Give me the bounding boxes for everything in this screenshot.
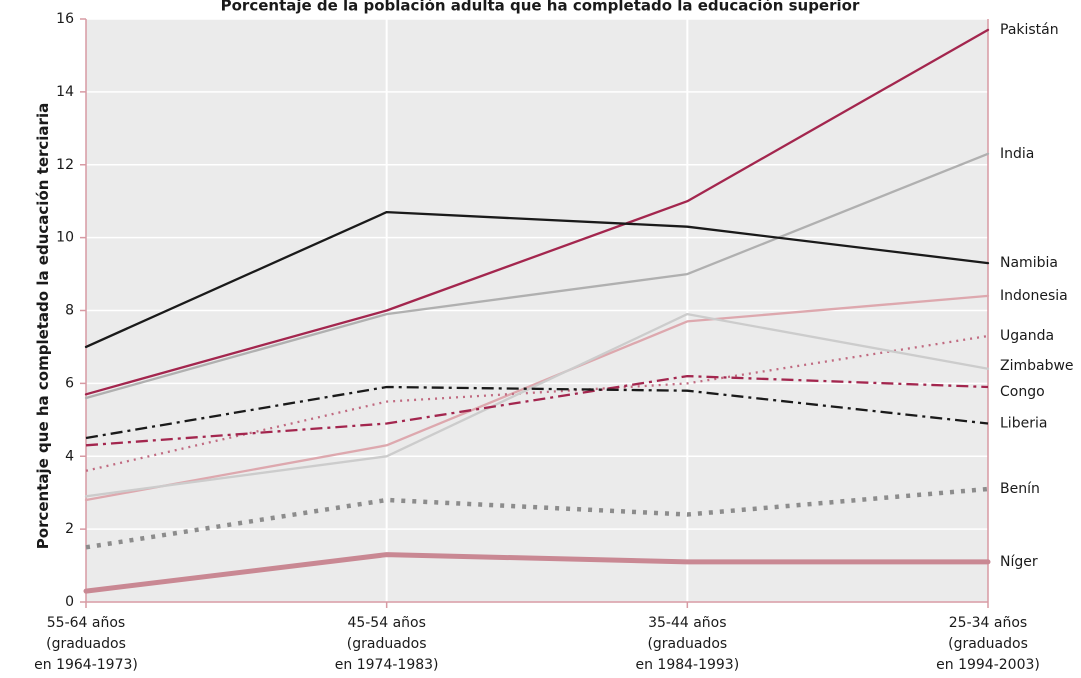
series-label-uganda: Uganda <box>1000 328 1054 344</box>
series-line-zimbabwe <box>84 312 990 498</box>
y-tick-label: 12 <box>56 157 74 173</box>
series-line-pakistan <box>84 28 990 396</box>
series-label-niger: Níger <box>1000 554 1038 570</box>
series-label-zimbabwe: Zimbabwe <box>1000 358 1074 374</box>
series-line-uganda <box>85 334 989 472</box>
series-label-namibia: Namibia <box>1000 255 1058 271</box>
series-label-congo: Congo <box>1000 384 1045 400</box>
series-line-niger <box>83 552 991 594</box>
series-line-liberia <box>85 385 989 440</box>
y-tick-label: 14 <box>56 84 74 100</box>
y-tick-label: 8 <box>65 303 74 319</box>
series-line-india <box>84 152 990 400</box>
y-tick-label: 4 <box>65 448 74 464</box>
series-layer <box>83 28 991 594</box>
series-line-benin <box>85 486 989 550</box>
series-label-benin: Benín <box>1000 481 1040 497</box>
x-tick-label: 25-34 años (graduados en 1994-2003) <box>936 615 1040 673</box>
y-tick-label: 0 <box>65 594 74 610</box>
y-tick-label: 10 <box>56 230 74 246</box>
series-label-india: India <box>1000 146 1034 162</box>
x-tick-label: 45-54 años (graduados en 1974-1983) <box>335 615 439 673</box>
series-line-congo <box>85 374 989 447</box>
y-tick-label: 2 <box>65 521 74 537</box>
y-axis-label: Porcentaje que ha completado la educació… <box>34 103 52 549</box>
series-line-indonesia <box>84 294 990 502</box>
series-label-pakistan: Pakistán <box>1000 22 1059 38</box>
chart-title: Porcentaje de la población adulta que ha… <box>221 0 860 15</box>
series-label-liberia: Liberia <box>1000 415 1047 431</box>
series-line-namibia <box>84 210 990 349</box>
axes: 0 2 4 6 8 10 12 14 16 55-64 años (graduados en 1964… <box>34 11 1040 673</box>
series-labels: Pakistán India Namibia Indonesia Uganda Zimba… <box>1000 22 1074 570</box>
x-tick-label: 35-44 años (graduados en 1984-1993) <box>635 615 739 673</box>
x-tick-label: 55-64 años (graduados en 1964-1973) <box>34 615 138 673</box>
y-tick-label: 6 <box>65 375 74 391</box>
series-label-indonesia: Indonesia <box>1000 288 1068 304</box>
y-tick-label: 16 <box>56 11 74 27</box>
